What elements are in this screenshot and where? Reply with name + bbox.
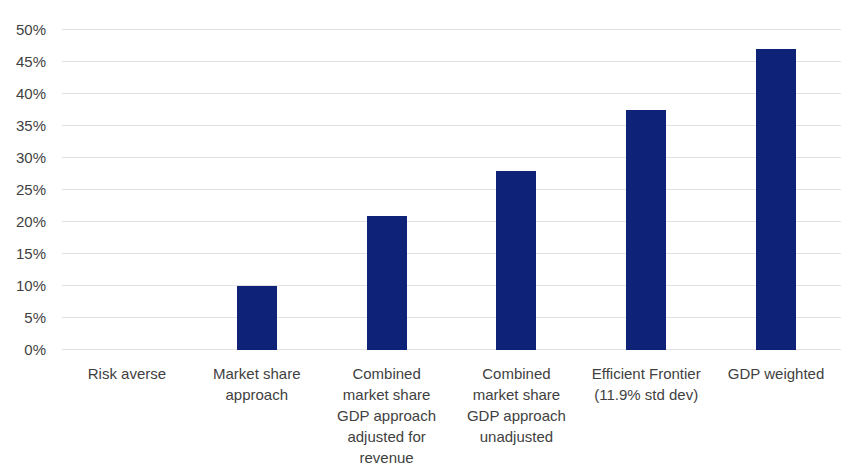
- gridline: [62, 317, 841, 318]
- x-category-label: Combined market share GDP approach unadj…: [452, 363, 582, 447]
- bar-efficient-frontier-11-9-std-dev: [626, 110, 666, 350]
- x-category-label: Risk averse: [62, 363, 192, 384]
- gridline: [62, 93, 841, 94]
- gridline: [62, 189, 841, 190]
- y-tick-label: 15%: [0, 244, 46, 264]
- y-tick-label: 25%: [0, 180, 46, 200]
- bar-gdp-weighted: [756, 49, 796, 350]
- x-category-label: Combined market share GDP approach adjus…: [322, 363, 452, 468]
- gridline: [62, 285, 841, 286]
- gridline: [62, 29, 841, 30]
- y-tick-label: 40%: [0, 84, 46, 104]
- y-tick-label: 0%: [0, 340, 46, 360]
- gridline: [62, 253, 841, 254]
- gridline: [62, 61, 841, 62]
- gridline: [62, 221, 841, 222]
- plot-area: [62, 30, 841, 350]
- y-tick-label: 30%: [0, 148, 46, 168]
- bar-combined-market-share-gdp-approach-unadjusted: [496, 171, 536, 350]
- y-tick-label: 50%: [0, 20, 46, 40]
- gridline: [62, 125, 841, 126]
- x-category-label: Efficient Frontier (11.9% std dev): [581, 363, 711, 405]
- bar-chart: 0% 5% 10% 15% 20% 25% 30% 35% 40% 45% 50% Risk ave…: [0, 0, 850, 474]
- x-category-label: Market share approach: [192, 363, 322, 405]
- y-tick-label: 5%: [0, 308, 46, 328]
- y-tick-label: 35%: [0, 116, 46, 136]
- bar-combined-market-share-gdp-approach-adjusted-for-revenue: [367, 216, 407, 350]
- bar-market-share-approach: [237, 286, 277, 350]
- gridline: [62, 349, 841, 350]
- y-tick-label: 10%: [0, 276, 46, 296]
- gridline: [62, 157, 841, 158]
- y-tick-label: 45%: [0, 52, 46, 72]
- x-category-label: GDP weighted: [711, 363, 841, 384]
- y-tick-label: 20%: [0, 212, 46, 232]
